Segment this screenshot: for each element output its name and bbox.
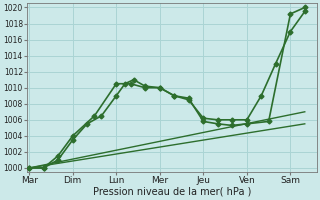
X-axis label: Pression niveau de la mer( hPa ): Pression niveau de la mer( hPa )	[92, 187, 251, 197]
